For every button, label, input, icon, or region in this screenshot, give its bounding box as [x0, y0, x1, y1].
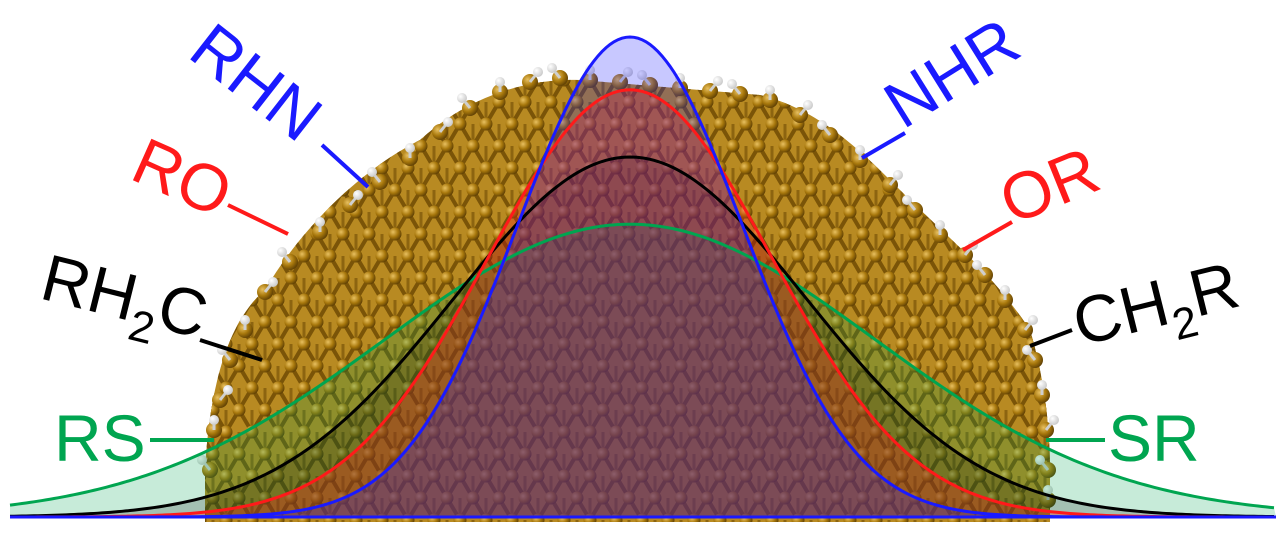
label-nhr: NHR [871, 3, 1031, 142]
rh2c-leader-line [199, 338, 263, 362]
svg-text:CH2R: CH2R [1065, 247, 1249, 373]
or-leader-line [962, 220, 1013, 252]
label-rs: RS [54, 401, 146, 475]
label-rhn: RHN [177, 9, 335, 155]
label-sr: SR [1108, 401, 1200, 475]
svg-text:RH2C: RH2C [31, 240, 215, 366]
label-ch2r-main: CH [1065, 265, 1175, 360]
label-ro: RO [122, 123, 243, 231]
alkyl-curve-fill [10, 157, 1276, 517]
thiol-curve-line [9, 222, 1275, 510]
thiol-curve-fill [10, 224, 1276, 517]
label-rh2c-end: C [151, 269, 215, 352]
surface-atoms [197, 63, 1059, 508]
label-ch2r: CH2R [1065, 247, 1249, 373]
alkyl-curve-line [9, 155, 1275, 519]
ether-curve-fill [10, 89, 1276, 518]
amine-curve-fill [10, 37, 1276, 517]
ro-leader-line [227, 203, 289, 236]
label-rh2c-main: RH [35, 240, 145, 335]
label-rh2c: RH2C [31, 240, 215, 366]
nhr-leader-line [860, 131, 907, 160]
label-or: OR [990, 132, 1110, 238]
ch2r-leader-line [1029, 328, 1073, 348]
rhn-leader-line [320, 143, 370, 189]
leader-lines [150, 131, 1105, 442]
ether-curve-line [9, 88, 1275, 519]
ligand-distribution-curves [9, 35, 1276, 519]
